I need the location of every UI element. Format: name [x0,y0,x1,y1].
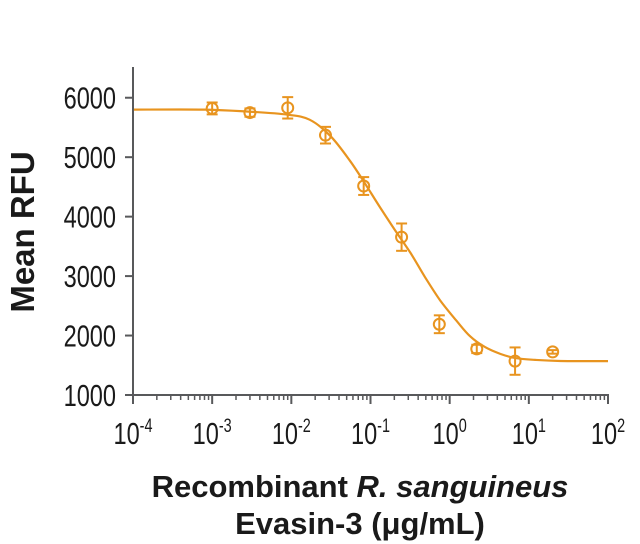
data-point [546,345,560,359]
data-point [281,96,295,120]
x-tick-label: 10-2 [272,415,311,451]
data-point [205,101,219,116]
point-marker [546,345,560,359]
data-points-layer [205,96,560,376]
y-tick-label: 4000 [64,199,116,234]
x-axis-title-line2: Evasin-3 (μg/mL) [235,506,485,541]
x-tick-label: 10-3 [193,415,232,451]
y-tick-label: 6000 [64,81,116,116]
axes-layer [125,67,609,404]
point-marker [243,106,257,120]
point-marker [432,317,446,331]
point-marker [318,128,332,142]
x-tick-label: 10-4 [113,415,152,451]
y-axis-title: Mean RFU [4,151,41,312]
x-tick-label: 10-1 [351,415,390,451]
fit-curve-layer [132,108,609,363]
point-marker [470,342,484,356]
y-tick-label: 2000 [64,318,116,353]
x-axis-title-line1: Recombinant R. sanguineus [152,469,569,504]
data-point [470,342,484,356]
data-point [357,176,371,196]
data-point [318,125,332,145]
y-tick-label: 5000 [64,140,116,175]
data-point [432,314,446,335]
point-marker [205,101,219,115]
data-point [243,106,257,120]
x-tick-label: 101 [512,415,546,451]
point-marker [357,179,371,193]
data-point [508,346,522,376]
x-tick-label: 102 [591,415,625,451]
point-marker [395,230,409,244]
y-tick-label: 3000 [64,259,116,294]
fit-curve [132,108,609,363]
tick-label-layer: 1000 2000 3000 4000 5000 6000 10-4 10-3 10-2 10-1… [64,81,626,451]
y-tick-label: 1000 [64,378,116,413]
data-point [395,222,409,252]
point-marker [281,101,295,115]
point-marker [508,354,522,368]
x-tick-label: 100 [433,415,467,451]
